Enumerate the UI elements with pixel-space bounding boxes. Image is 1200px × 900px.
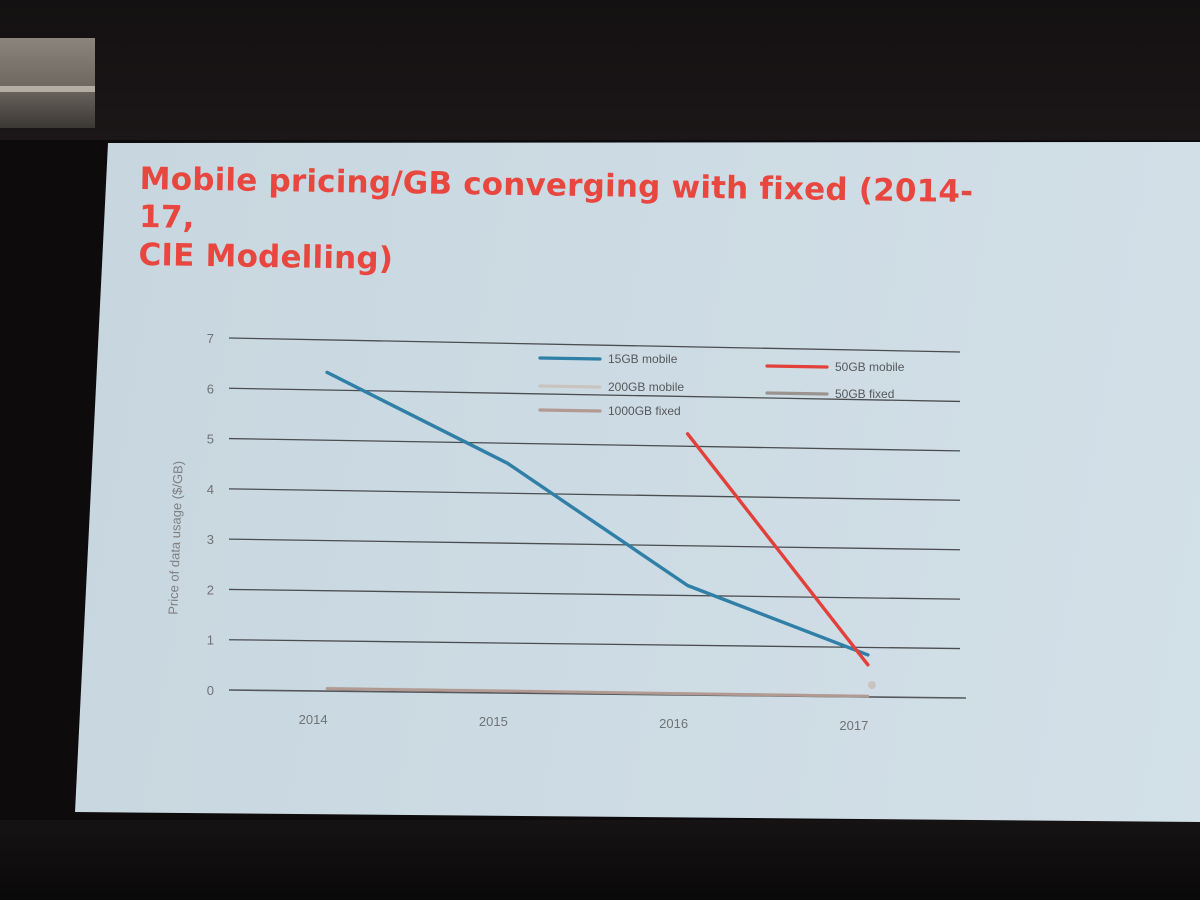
legend: 15GB mobile 50GB mobile 200GB mobile 50GB f… <box>538 352 905 418</box>
legend-label: 50GB fixed <box>835 387 894 401</box>
x-tick-label: 2014 <box>299 712 328 727</box>
x-tick-label: 2015 <box>479 714 508 729</box>
y-tick-label: 0 <box>207 683 214 698</box>
x-tick-label: 2016 <box>659 716 688 731</box>
series-line <box>325 687 870 698</box>
y-tick-label: 2 <box>207 582 214 597</box>
legend-label: 1000GB fixed <box>608 404 681 418</box>
y-tick-label: 5 <box>207 432 214 447</box>
gridline <box>228 337 961 353</box>
y-axis-label: Price of data usage ($/GB) <box>165 461 185 615</box>
series-line <box>685 432 870 667</box>
wall-panel <box>0 38 95 128</box>
y-tick-label: 4 <box>207 482 214 497</box>
legend-swatch <box>765 391 829 396</box>
gridline <box>228 639 961 650</box>
y-tick-label: 1 <box>207 633 214 648</box>
gridline <box>228 538 961 551</box>
legend-swatch <box>765 364 829 369</box>
series-point <box>867 681 876 690</box>
gridline <box>228 437 961 452</box>
legend-label: 50GB mobile <box>835 360 905 374</box>
legend-swatch <box>538 384 602 389</box>
room-background-top <box>0 0 1200 140</box>
series-lines <box>325 370 876 698</box>
axes: 0 1 2 3 4 5 6 7 2014 2015 2016 2017 <box>207 331 869 733</box>
gridline <box>228 588 961 600</box>
y-tick-label: 6 <box>207 381 214 396</box>
x-tick-label: 2017 <box>839 718 868 733</box>
y-tick-label: 7 <box>207 331 214 346</box>
room-background-bottom <box>0 820 1200 900</box>
gridline <box>228 387 961 403</box>
legend-swatch <box>538 408 602 413</box>
y-tick-label: 3 <box>207 532 214 547</box>
legend-label: 15GB mobile <box>608 352 678 366</box>
gridline <box>228 488 961 501</box>
legend-swatch <box>538 356 602 361</box>
legend-label: 200GB mobile <box>608 380 684 394</box>
series-line <box>325 370 870 657</box>
